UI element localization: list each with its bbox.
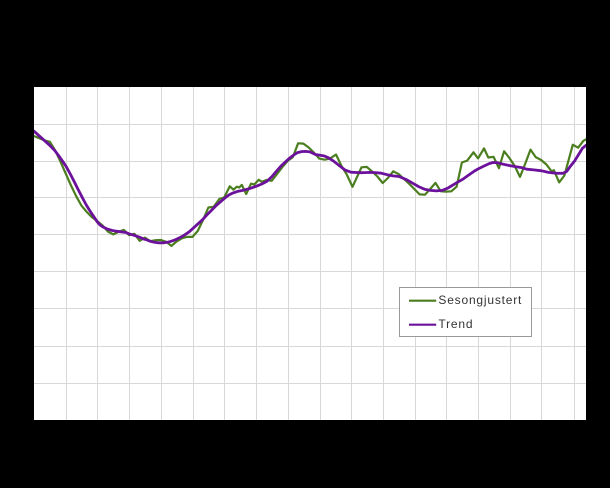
svg-text:Trend: Trend [438,317,473,331]
svg-text:Sesongjustert: Sesongjustert [438,293,522,307]
